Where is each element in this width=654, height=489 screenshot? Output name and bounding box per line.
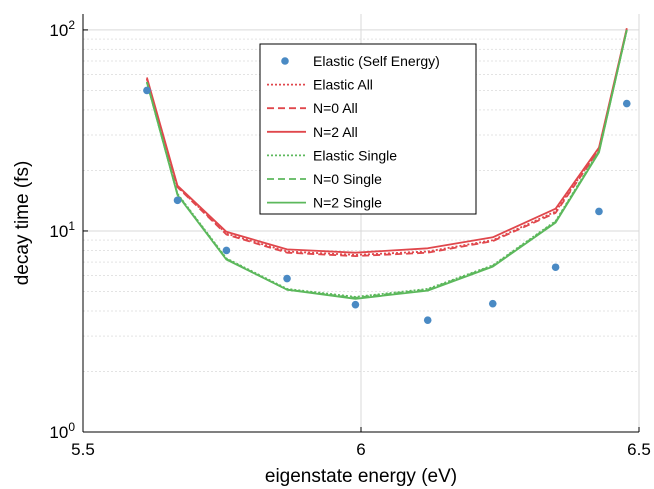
series-line [146,29,628,258]
data-point [622,99,631,108]
y-tick-label: 100 [49,420,75,442]
y-axis-ticks: 100 101 102 [49,18,88,442]
legend-label: N=0 All [313,100,358,116]
data-point [222,246,231,255]
y-axis-label: decay time (fs) [12,161,33,286]
legend-marker [281,57,289,65]
series-line [146,27,628,254]
data-point [423,316,432,324]
y-tick-label: 102 [49,18,75,40]
data-point [488,299,497,308]
series-line [146,29,628,300]
legend: Elastic (Self Energy) Elastic All N=0 All N… [259,43,477,215]
x-axis-ticks: 5.5 6 6.5 [71,427,651,459]
x-tick-label: 5.5 [71,440,95,459]
data-point [351,300,360,309]
data-point [551,263,560,272]
legend-label: Elastic Single [313,147,397,163]
data-point [173,196,182,205]
series-layer [143,27,631,324]
legend-label: N=0 Single [313,171,382,187]
legend-box [259,43,477,215]
x-axis-label: eigenstate energy (eV) [265,466,457,487]
legend-label: N=2 All [313,124,358,140]
legend-label: N=2 Single [313,195,382,211]
legend-label: Elastic (Self Energy) [313,53,440,69]
x-tick-label: 6 [356,440,365,459]
y-tick-label: 101 [49,219,75,241]
x-tick-label: 6.5 [627,440,651,459]
data-point [143,86,151,95]
data-point [283,274,291,283]
legend-label: Elastic All [313,77,373,93]
data-point [595,207,603,216]
